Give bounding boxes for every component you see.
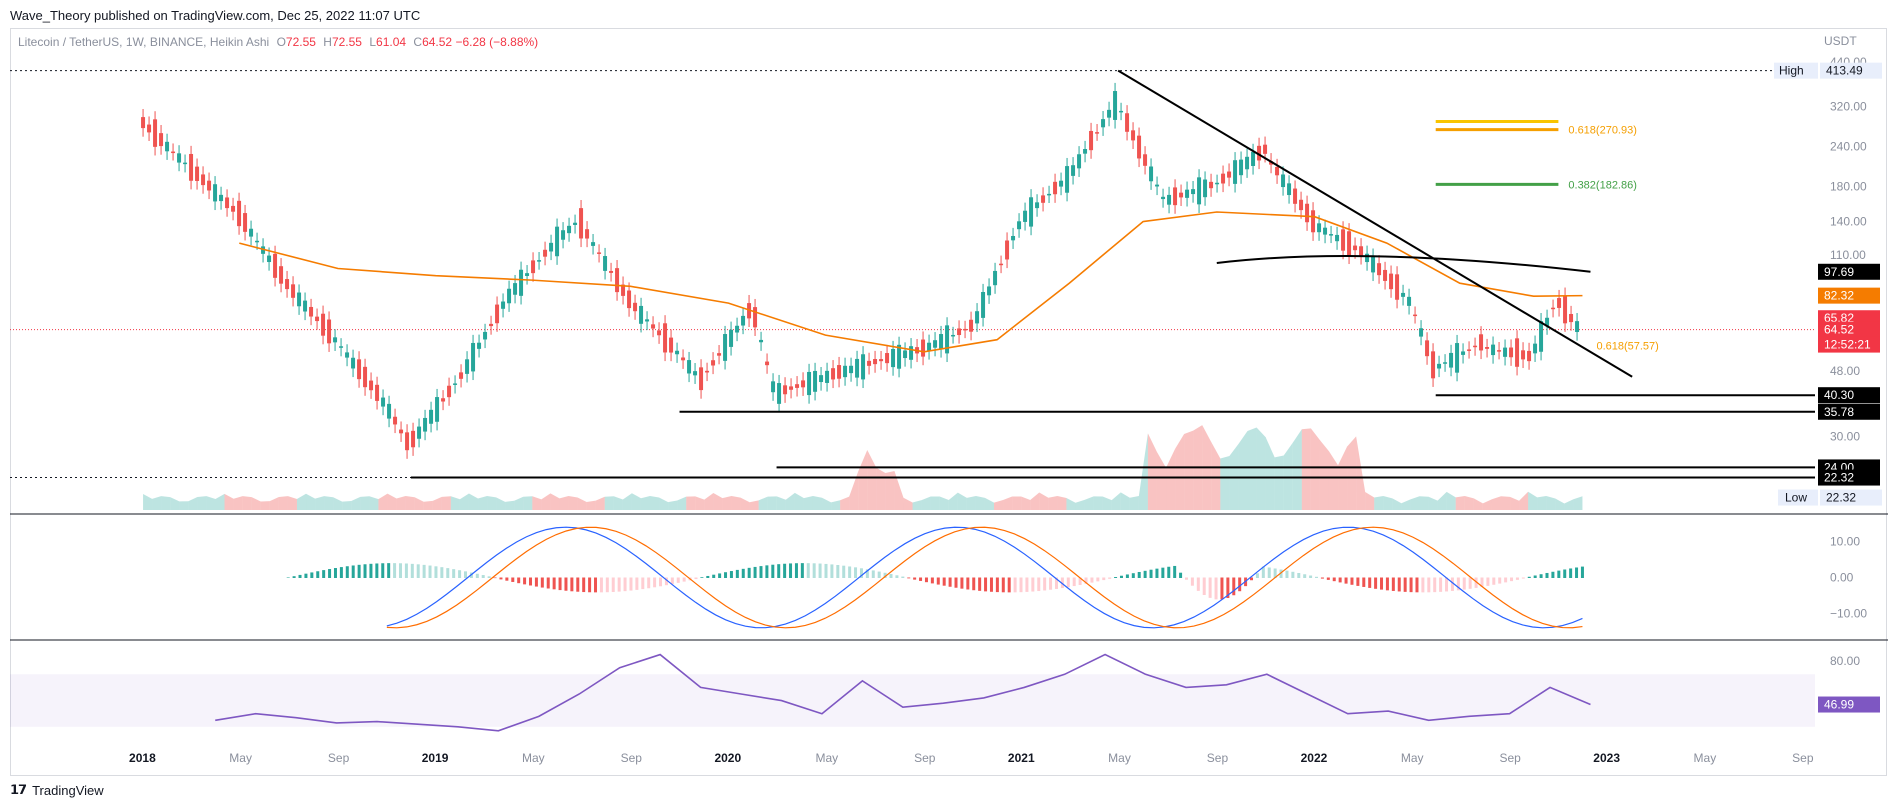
close-value: 64.52 xyxy=(422,35,453,49)
low-value: 61.04 xyxy=(376,35,407,49)
change-value: −6.28 (−8.88%) xyxy=(455,35,539,49)
high-value: 72.55 xyxy=(331,35,362,49)
symbol-title: Litecoin / TetherUS, 1W, BINANCE, Heikin… xyxy=(18,35,270,49)
open-value: 72.55 xyxy=(285,35,316,49)
publisher-line: Wave_Theory published on TradingView.com… xyxy=(10,8,421,23)
footer: 𝟭𝟳 TradingView xyxy=(10,782,104,798)
low-label: L xyxy=(369,35,377,49)
high-label: H xyxy=(323,35,332,49)
tradingview-logo-icon: 𝟭𝟳 xyxy=(10,782,27,797)
top-bar: Wave_Theory published on TradingView.com… xyxy=(0,0,1898,28)
currency-label: USDT xyxy=(1824,34,1857,48)
chart-frame xyxy=(10,28,1887,776)
footer-brand: TradingView xyxy=(32,782,104,798)
symbol-legend: Litecoin / TetherUS, 1W, BINANCE, Heikin… xyxy=(18,35,538,49)
open-label: O xyxy=(276,35,286,49)
close-label: C xyxy=(413,35,423,49)
